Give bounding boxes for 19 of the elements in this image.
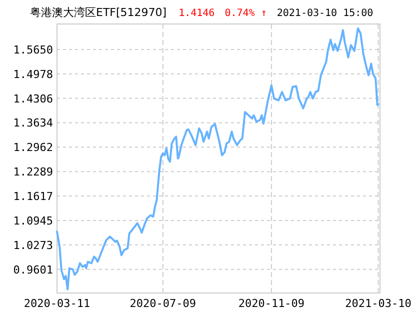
- x-tick-label: 2021-03-10: [345, 297, 412, 310]
- chart-title: 粤港澳大湾区ETF[512970]: [30, 6, 167, 19]
- x-tick-label: 2020-11-09: [238, 297, 305, 310]
- y-tick-label: 1.2962: [13, 141, 53, 154]
- x-tick-label: 2020-07-09: [130, 297, 196, 310]
- text: 1.4146: [178, 8, 215, 19]
- text: 2021-03-10 15:00: [276, 8, 374, 19]
- y-tick-label: 1.0273: [13, 238, 53, 252]
- y-tick-label: 1.5650: [13, 43, 53, 56]
- y-tick-label: 1.1617: [13, 190, 53, 204]
- x-tick-label: 2020-03-11: [24, 297, 90, 310]
- y-tick-label: 1.2289: [13, 166, 53, 179]
- y-tick-label: 1.4306: [13, 92, 53, 106]
- y-tick-label: 1.3634: [13, 116, 54, 130]
- y-tick-label: 1.4978: [13, 68, 53, 81]
- line-series: [56, 27, 380, 290]
- y-tick-label: 1.0945: [13, 214, 53, 228]
- y-tick-label: 0.9601: [13, 263, 53, 276]
- text: 0.74% ↑: [224, 8, 267, 19]
